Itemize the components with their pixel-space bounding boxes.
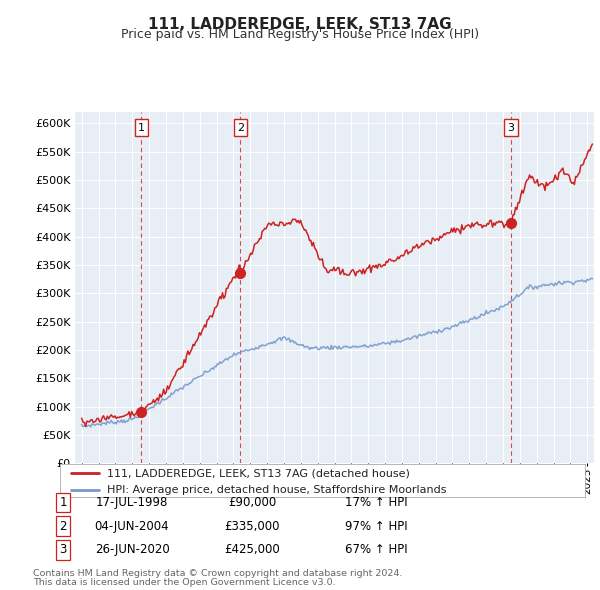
Text: 04-JUN-2004: 04-JUN-2004: [95, 520, 169, 533]
Text: This data is licensed under the Open Government Licence v3.0.: This data is licensed under the Open Gov…: [33, 578, 335, 587]
Text: Price paid vs. HM Land Registry's House Price Index (HPI): Price paid vs. HM Land Registry's House …: [121, 28, 479, 41]
Text: 3: 3: [59, 543, 67, 556]
Text: £335,000: £335,000: [224, 520, 280, 533]
Text: HPI: Average price, detached house, Staffordshire Moorlands: HPI: Average price, detached house, Staf…: [107, 484, 447, 494]
Text: 111, LADDEREDGE, LEEK, ST13 7AG: 111, LADDEREDGE, LEEK, ST13 7AG: [148, 17, 452, 31]
Text: 26-JUN-2020: 26-JUN-2020: [95, 543, 169, 556]
Text: 111, LADDEREDGE, LEEK, ST13 7AG (detached house): 111, LADDEREDGE, LEEK, ST13 7AG (detache…: [107, 468, 410, 478]
Text: £90,000: £90,000: [228, 496, 276, 509]
Text: 2: 2: [237, 123, 244, 133]
Text: Contains HM Land Registry data © Crown copyright and database right 2024.: Contains HM Land Registry data © Crown c…: [33, 569, 403, 578]
Text: 2: 2: [59, 520, 67, 533]
Text: 67% ↑ HPI: 67% ↑ HPI: [345, 543, 407, 556]
Text: 3: 3: [508, 123, 515, 133]
Text: 97% ↑ HPI: 97% ↑ HPI: [345, 520, 407, 533]
Text: 1: 1: [138, 123, 145, 133]
Text: 17% ↑ HPI: 17% ↑ HPI: [345, 496, 407, 509]
Text: £425,000: £425,000: [224, 543, 280, 556]
Text: 17-JUL-1998: 17-JUL-1998: [96, 496, 168, 509]
Text: 1: 1: [59, 496, 67, 509]
